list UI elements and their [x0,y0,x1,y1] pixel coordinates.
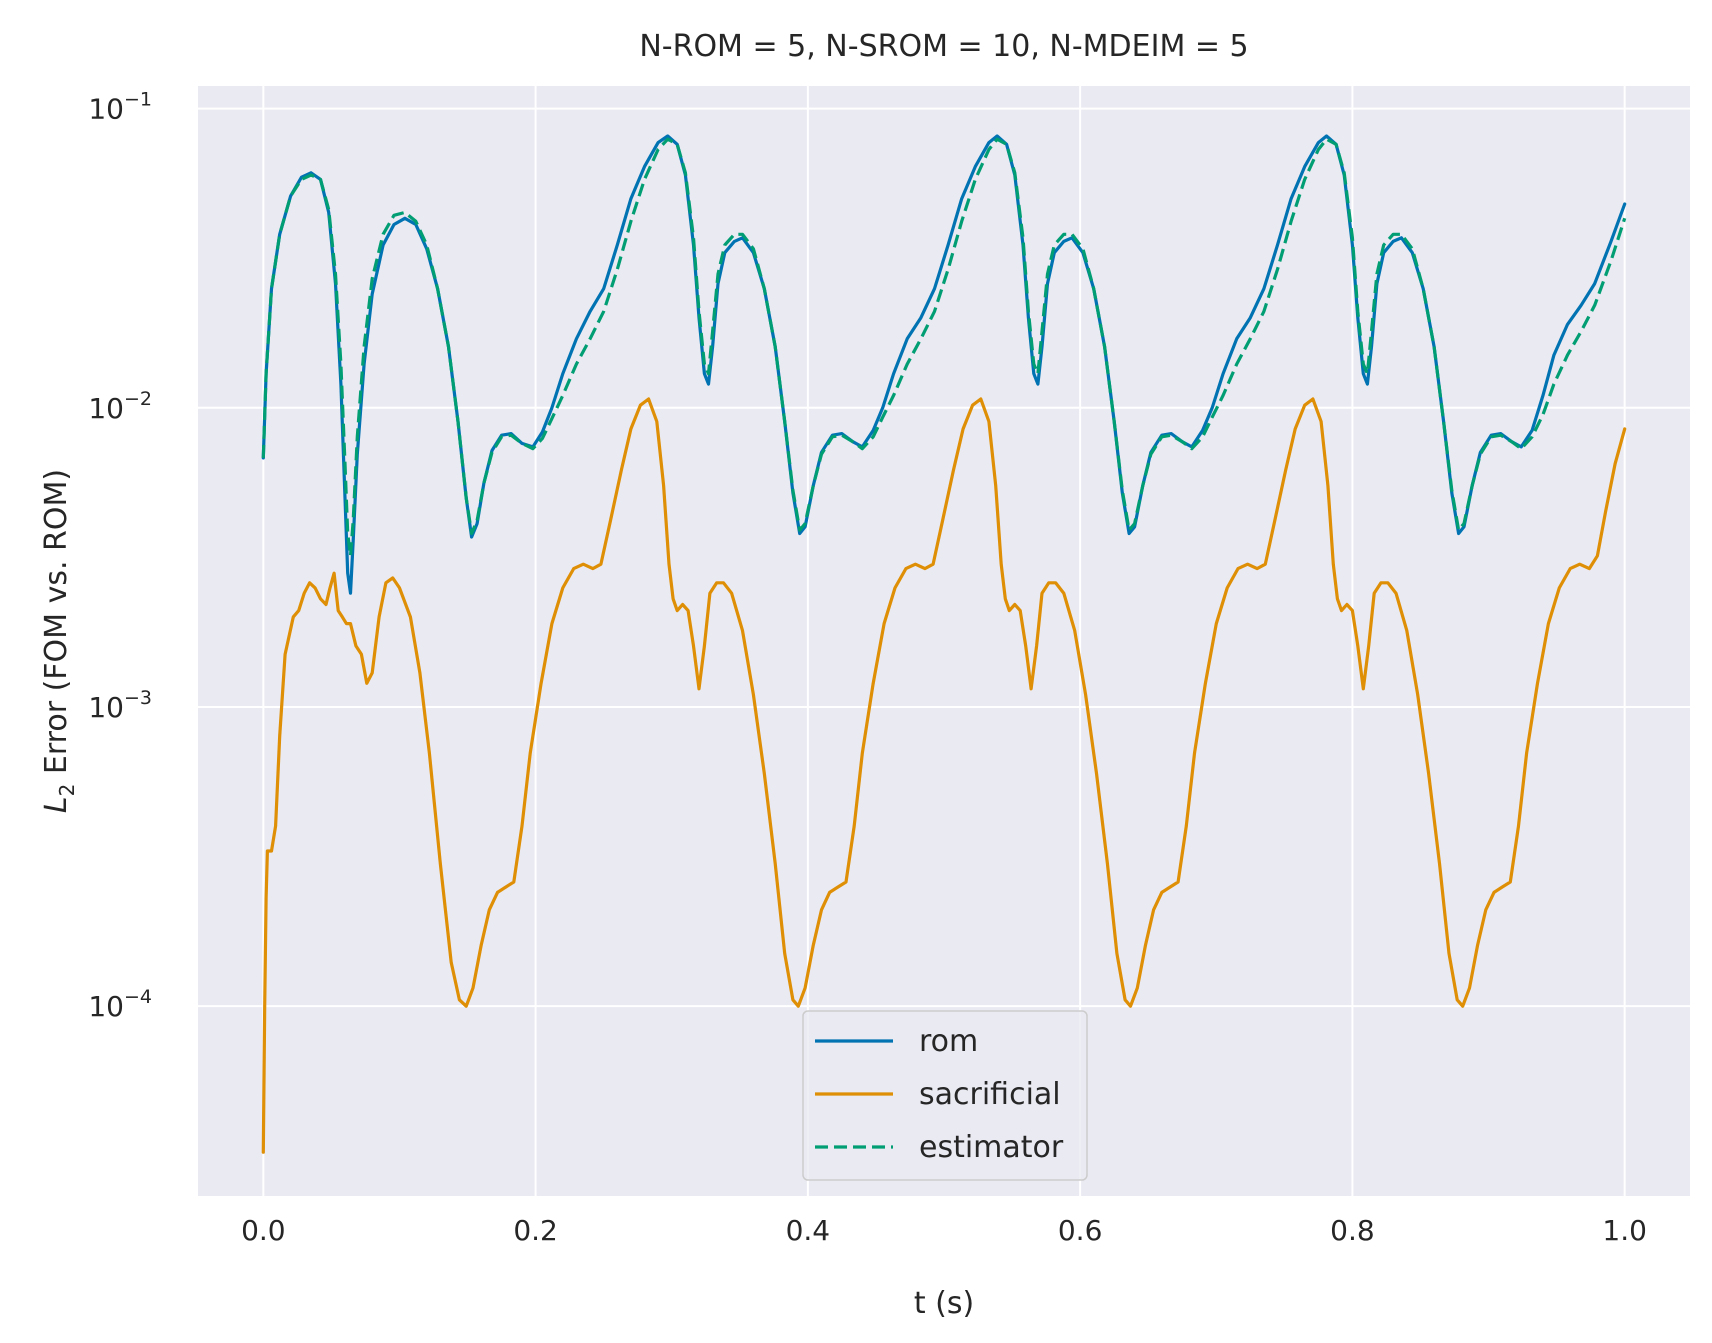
x-axis-ticks: 0.0 0.2 0.4 0.6 0.8 1.0 [241,1214,1647,1247]
y-tick-label: 10−4 [88,986,152,1023]
y-tick-exponent: −4 [124,986,152,1008]
legend-label-estimator: estimator [919,1130,1064,1165]
y-axis-label: L2 Error (FOM vs. ROM) [39,469,79,813]
y-tick-label: 10−2 [88,388,152,425]
x-tick-label: 1.0 [1602,1214,1647,1247]
y-tick-exponent: −2 [124,388,152,410]
series-line-sacrificial [261,397,1627,1154]
legend-label-sacrificial: sacrificial [919,1077,1061,1112]
y-tick-label: 10−3 [88,687,152,724]
y-tick-base: 10 [88,691,124,724]
y-tick-base: 10 [88,392,124,425]
legend: rom sacrificial estimator [802,1010,1088,1181]
x-tick-label: 0.0 [241,1214,286,1247]
y-axis-label-main: L [39,796,74,813]
y-tick-exponent: −1 [124,89,152,111]
grid [198,86,1690,1196]
x-tick-label: 0.8 [1330,1214,1375,1247]
series-line-estimator [261,137,1627,558]
legend-box [802,1010,1088,1181]
legend-label-rom: rom [919,1024,978,1059]
y-tick-label: 10−1 [88,89,152,126]
x-axis-label: t (s) [914,1286,974,1321]
series-group [261,134,1627,1154]
x-tick-label: 0.4 [786,1214,831,1247]
y-tick-exponent: −3 [124,687,152,709]
y-axis-label-rest: Error (FOM vs. ROM) [39,469,74,784]
x-tick-label: 0.6 [1058,1214,1103,1247]
x-tick-label: 0.2 [513,1214,558,1247]
y-axis-label-sub: 2 [55,784,79,797]
y-tick-base: 10 [88,990,124,1023]
y-axis-ticks: 10−110−210−310−4 [88,89,152,1024]
y-tick-base: 10 [88,93,124,126]
chart-title: N-ROM = 5, N-SROM = 10, N-MDEIM = 5 [639,29,1248,64]
